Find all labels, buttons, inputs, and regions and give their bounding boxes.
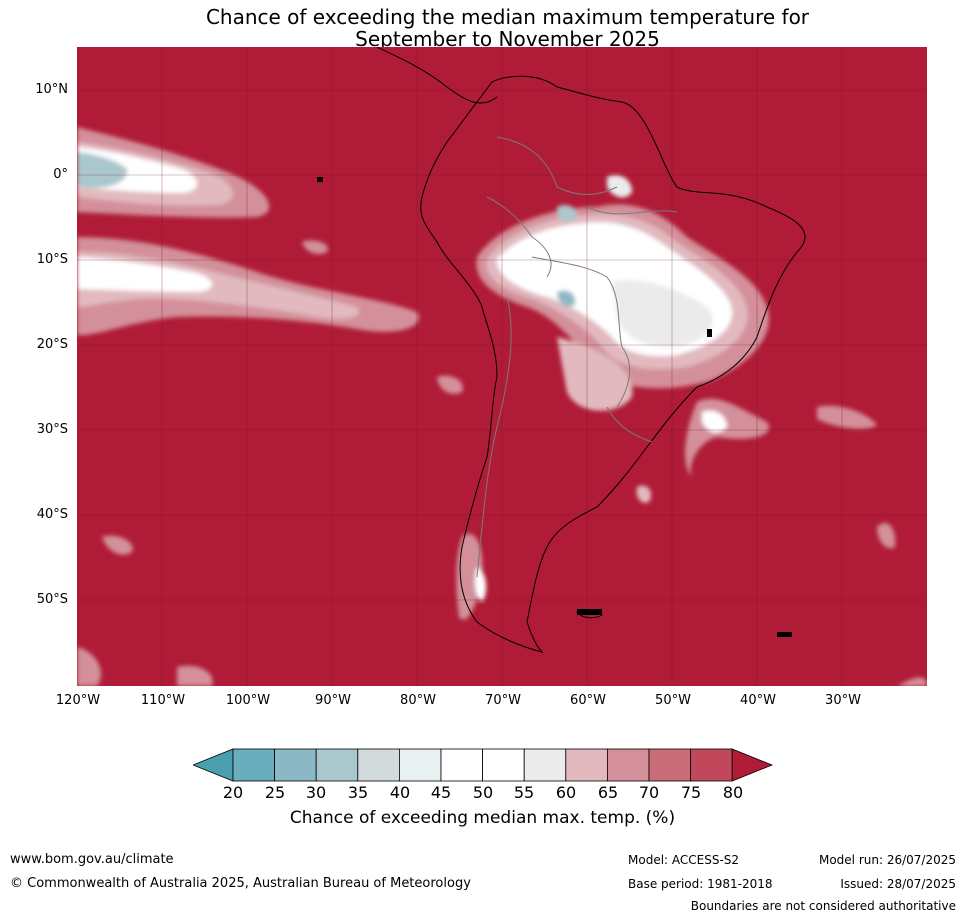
lat-label-0: 0° <box>53 167 68 182</box>
footer-model: Model: ACCESS-S2 <box>628 853 740 867</box>
colorbar-cell <box>440 748 483 782</box>
lat-label-30s: 30°S <box>36 422 68 437</box>
south-america-coastline <box>420 75 806 653</box>
lat-label-40s: 40°S <box>36 507 68 522</box>
lon-label-120w: 120°W <box>55 693 101 708</box>
map-title-line-1: Chance of exceeding the median maximum t… <box>205 5 810 29</box>
colorbar-cell <box>606 748 650 782</box>
lon-label-70w: 70°W <box>485 693 521 708</box>
lon-label-100w: 100°W <box>225 693 271 708</box>
lat-label-10n: 10°N <box>35 82 68 97</box>
footer-issued: Issued: 28/07/2025 <box>840 877 956 891</box>
colorbar-tick-80: 80 <box>722 783 744 802</box>
map-title-line-2: September to November 2025 <box>355 27 660 51</box>
colorbar-tick-50: 50 <box>472 783 494 802</box>
colorbar-tick-30: 30 <box>305 783 327 802</box>
colorbar-cell <box>482 748 525 782</box>
colorbar-tick-20: 20 <box>222 783 244 802</box>
colorbar-cell <box>565 748 608 782</box>
colorbar-extend-high <box>731 748 773 782</box>
footer-url: www.bom.gov.au/climate <box>10 852 174 867</box>
colorbar-cell <box>274 748 317 782</box>
colorbar-cell <box>357 748 400 782</box>
footer-copyright: © Commonwealth of Australia 2025, Austra… <box>10 876 471 891</box>
lat-label-50s: 50°S <box>36 592 68 607</box>
colorbar-tick-45: 45 <box>430 783 452 802</box>
colorbar-tick-60: 60 <box>555 783 577 802</box>
colorbar-extend-low <box>193 748 234 782</box>
footer-base-period: Base period: 1981-2018 <box>628 877 773 891</box>
lon-label-60w: 60°W <box>570 693 606 708</box>
colorbar-cell <box>398 748 442 782</box>
footer-disclaimer: Boundaries are not considered authoritat… <box>690 899 956 913</box>
forecast-map <box>77 47 927 686</box>
lat-label-10s: 10°S <box>36 252 68 267</box>
colorbar-tick-55: 55 <box>513 783 535 802</box>
colorbar-cell <box>523 748 567 782</box>
central-america-coastline <box>376 47 498 104</box>
colorbar-cell <box>232 748 275 782</box>
colorbar-tick-65: 65 <box>597 783 619 802</box>
footer-model-run: Model run: 26/07/2025 <box>818 853 956 867</box>
lon-label-30w: 30°W <box>825 693 861 708</box>
colorbar-cell <box>315 748 359 782</box>
colorbar-tick-35: 35 <box>347 783 369 802</box>
lon-label-80w: 80°W <box>400 693 436 708</box>
lon-label-40w: 40°W <box>740 693 776 708</box>
colorbar-tick-25: 25 <box>264 783 286 802</box>
colorbar-tick-70: 70 <box>638 783 660 802</box>
lon-label-90w: 90°W <box>315 693 351 708</box>
lon-label-50w: 50°W <box>655 693 691 708</box>
gridlines <box>77 47 927 686</box>
colorbar-tick-40: 40 <box>389 783 411 802</box>
lon-label-110w: 110°W <box>140 693 186 708</box>
lat-label-20s: 20°S <box>36 337 68 352</box>
probability-contours <box>77 127 927 686</box>
colorbar-cell <box>690 748 733 782</box>
colorbar-title: Chance of exceeding median max. temp. (%… <box>289 808 676 828</box>
colorbar-tick-75: 75 <box>680 783 702 802</box>
islands <box>317 177 792 637</box>
colorbar <box>193 748 773 782</box>
colorbar-cell <box>648 748 691 782</box>
country-borders <box>476 136 678 578</box>
